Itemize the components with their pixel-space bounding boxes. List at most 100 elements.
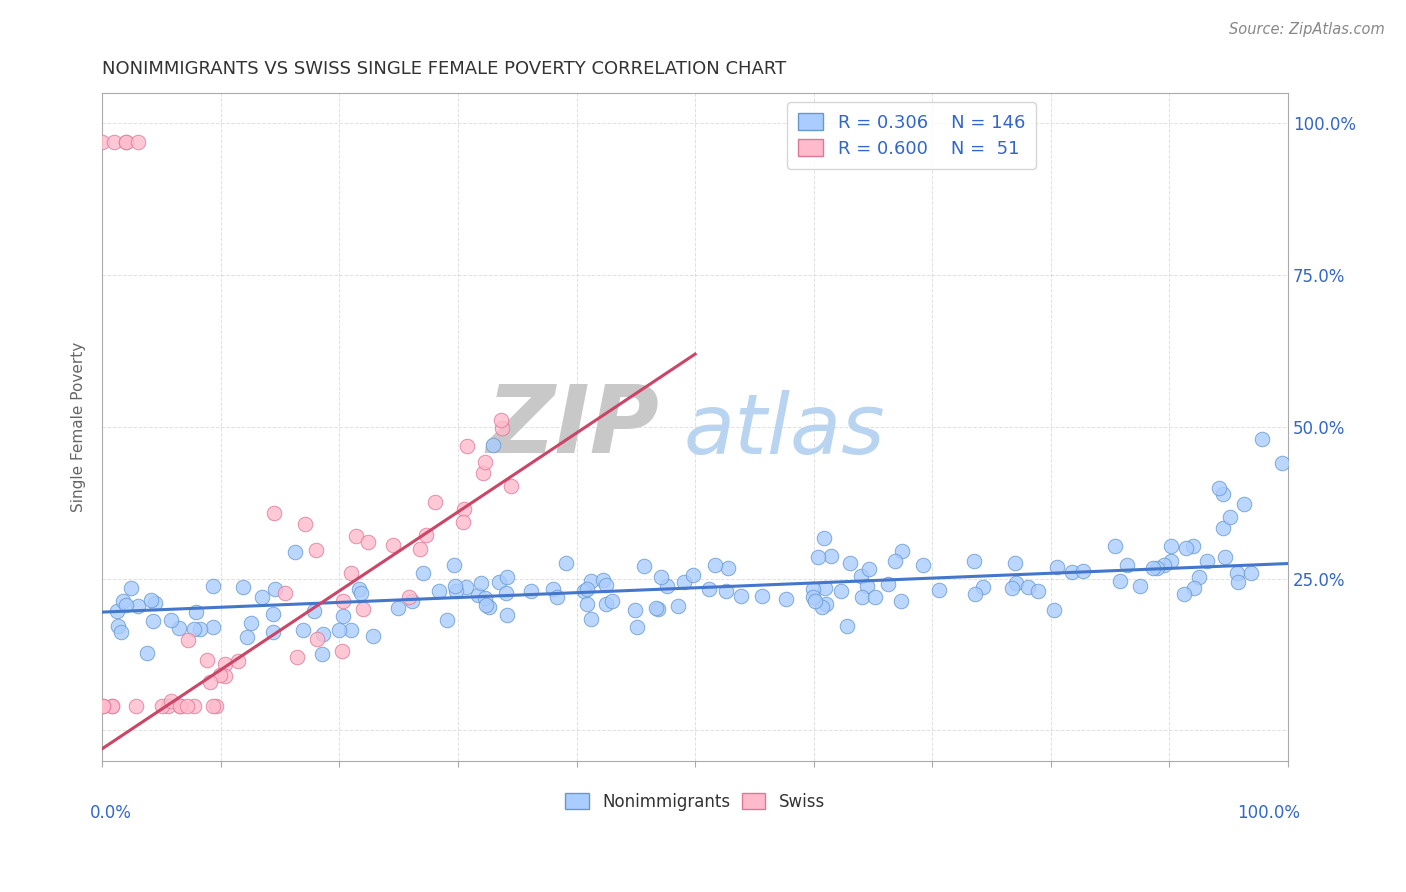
- Point: [501, 479, 523, 493]
- Point: [489, 413, 512, 427]
- Point: [183, 622, 205, 636]
- Point: [127, 135, 149, 149]
- Point: [624, 603, 647, 617]
- Point: [496, 608, 519, 623]
- Point: [453, 502, 475, 516]
- Point: [884, 554, 907, 568]
- Point: [443, 558, 465, 572]
- Point: [236, 630, 259, 644]
- Point: [197, 653, 219, 667]
- Point: [830, 583, 852, 598]
- Point: [575, 582, 598, 597]
- Point: [135, 646, 157, 660]
- Point: [291, 623, 314, 637]
- Point: [332, 594, 354, 608]
- Point: [682, 568, 704, 582]
- Point: [409, 541, 432, 556]
- Point: [481, 438, 503, 452]
- Point: [425, 495, 447, 509]
- Point: [350, 586, 373, 600]
- Point: [1227, 574, 1250, 589]
- Point: [814, 582, 837, 596]
- Point: [139, 593, 162, 607]
- Point: [851, 590, 873, 604]
- Point: [1188, 570, 1211, 584]
- Point: [858, 562, 880, 576]
- Point: [579, 612, 602, 626]
- Point: [928, 583, 950, 598]
- Point: [311, 627, 333, 641]
- Point: [344, 529, 367, 543]
- Point: [264, 582, 287, 596]
- Point: [633, 559, 655, 574]
- Point: [1129, 579, 1152, 593]
- Point: [107, 618, 129, 632]
- Point: [644, 601, 666, 615]
- Point: [838, 556, 860, 570]
- Point: [1195, 554, 1218, 568]
- Text: 0.0%: 0.0%: [90, 805, 132, 822]
- Point: [105, 604, 128, 618]
- Point: [103, 135, 125, 149]
- Point: [142, 614, 165, 628]
- Point: [475, 598, 498, 612]
- Text: 100.0%: 100.0%: [1237, 805, 1299, 822]
- Point: [963, 554, 986, 568]
- Point: [703, 558, 725, 573]
- Point: [581, 574, 603, 588]
- Point: [751, 590, 773, 604]
- Point: [284, 545, 307, 559]
- Point: [311, 648, 333, 662]
- Y-axis label: Single Female Poverty: Single Female Poverty: [72, 342, 86, 512]
- Point: [167, 621, 190, 635]
- Point: [856, 579, 879, 593]
- Point: [863, 590, 886, 604]
- Text: Source: ZipAtlas.com: Source: ZipAtlas.com: [1229, 22, 1385, 37]
- Point: [803, 590, 825, 604]
- Point: [650, 570, 672, 584]
- Point: [804, 594, 827, 608]
- Point: [495, 586, 517, 600]
- Point: [401, 594, 423, 608]
- Point: [714, 583, 737, 598]
- Point: [226, 654, 249, 668]
- Point: [262, 625, 284, 640]
- Point: [188, 622, 211, 636]
- Point: [444, 584, 467, 599]
- Point: [302, 604, 325, 618]
- Point: [387, 601, 409, 615]
- Point: [626, 620, 648, 634]
- Point: [666, 599, 689, 613]
- Point: [775, 592, 797, 607]
- Point: [1142, 560, 1164, 574]
- Point: [1004, 557, 1026, 571]
- Point: [672, 575, 695, 590]
- Point: [813, 531, 835, 545]
- Point: [169, 699, 191, 714]
- Point: [1071, 564, 1094, 578]
- Point: [820, 549, 842, 563]
- Point: [91, 135, 114, 149]
- Point: [1212, 487, 1234, 501]
- Point: [456, 580, 478, 594]
- Point: [176, 699, 198, 714]
- Point: [814, 597, 837, 611]
- Point: [160, 693, 183, 707]
- Legend: Nonimmigrants, Swiss: Nonimmigrants, Swiss: [557, 785, 834, 819]
- Point: [201, 699, 224, 714]
- Point: [474, 591, 496, 605]
- Point: [456, 439, 478, 453]
- Point: [453, 515, 475, 529]
- Point: [1240, 566, 1263, 581]
- Point: [1233, 497, 1256, 511]
- Point: [1213, 550, 1236, 565]
- Point: [252, 591, 274, 605]
- Point: [239, 615, 262, 630]
- Text: atlas: atlas: [683, 390, 884, 471]
- Point: [592, 574, 614, 588]
- Point: [474, 455, 496, 469]
- Point: [100, 699, 122, 714]
- Point: [263, 506, 285, 520]
- Point: [115, 599, 138, 613]
- Point: [91, 699, 114, 714]
